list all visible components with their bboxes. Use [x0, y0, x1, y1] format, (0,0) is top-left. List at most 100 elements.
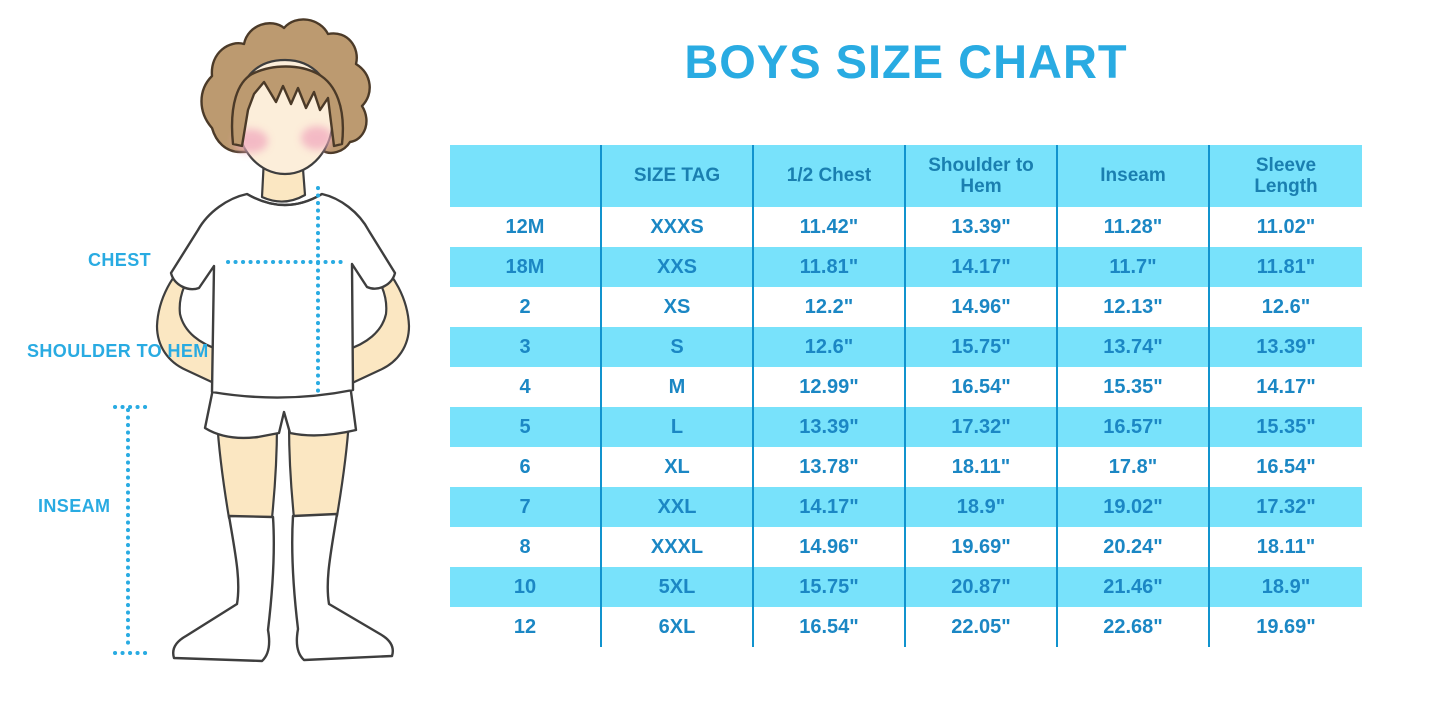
header-cell-half-chest: 1/2 Chest	[754, 145, 906, 207]
cell-shoulder-to-hem: 22.05"	[906, 607, 1058, 647]
cell-size: 3	[450, 327, 602, 367]
cell-size: 8	[450, 527, 602, 567]
cell-size: 4	[450, 367, 602, 407]
table-row: 7 XXL 14.17" 18.9" 19.02" 17.32"	[450, 487, 1362, 527]
cell-sleeve-length: 17.32"	[1256, 495, 1316, 518]
table-row: 6 XL 13.78" 18.11" 17.8" 16.54"	[450, 447, 1362, 487]
cell-size-tag: S	[602, 327, 754, 367]
table-row: 18M XXS 11.81" 14.17" 11.7" 11.81"	[450, 247, 1362, 287]
cell-size-tag: XXXL	[602, 527, 754, 567]
cell-size: 6	[450, 447, 602, 487]
cell-size-tag: L	[602, 407, 754, 447]
cell-inseam: 13.74"	[1058, 327, 1210, 367]
table-row: 3 S 12.6" 15.75" 13.74" 13.39"	[450, 327, 1362, 367]
cell-sleeve-length: 13.39"	[1256, 335, 1316, 358]
cell-shoulder-to-hem: 15.75"	[906, 327, 1058, 367]
cell-size: 18M	[450, 247, 602, 287]
header-cell-inseam: Inseam	[1058, 145, 1210, 207]
cell-inseam: 12.13"	[1058, 287, 1210, 327]
cell-sleeve-length: 15.35"	[1256, 415, 1316, 438]
cell-inseam: 22.68"	[1058, 607, 1210, 647]
cell-half-chest: 14.17"	[754, 487, 906, 527]
boy-right-arm	[344, 256, 411, 386]
cell-size: 2	[450, 287, 602, 327]
size-table: SIZE TAG 1/2 Chest Shoulder to Hem Insea…	[450, 145, 1362, 647]
header-cell-size	[450, 145, 602, 207]
cell-size: 12M	[450, 207, 602, 247]
header-cell-sleeve-length: Sleeve Length	[1254, 154, 1318, 197]
cell-half-chest: 12.99"	[754, 367, 906, 407]
cell-inseam: 21.46"	[1058, 567, 1210, 607]
boy-left-arm	[155, 256, 222, 386]
cell-shoulder-to-hem: 14.17"	[906, 247, 1058, 287]
table-row: 5 L 13.39" 17.32" 16.57" 15.35"	[450, 407, 1362, 447]
cell-half-chest: 13.78"	[754, 447, 906, 487]
cell-shoulder-to-hem: 13.39"	[906, 207, 1058, 247]
cell-sleeve-length: 12.6"	[1261, 295, 1311, 318]
cell-size-tag: M	[602, 367, 754, 407]
cell-size-tag: 5XL	[602, 567, 754, 607]
cell-shoulder-to-hem: 18.9"	[906, 487, 1058, 527]
boy-tshirt	[169, 192, 397, 399]
cell-half-chest: 11.81"	[754, 247, 906, 287]
cell-sleeve-length: 11.02"	[1256, 215, 1316, 238]
cell-sleeve-length: 11.81"	[1256, 255, 1316, 278]
cell-size-tag: XS	[602, 287, 754, 327]
cell-sleeve-length: 18.9"	[1261, 575, 1311, 598]
cell-shoulder-to-hem: 14.96"	[906, 287, 1058, 327]
cell-size: 10	[450, 567, 602, 607]
header-cell-shoulder-to-hem: Shoulder to Hem	[906, 145, 1058, 207]
label-inseam: INSEAM	[38, 496, 111, 516]
table-row: 10 5XL 15.75" 20.87" 21.46" 18.9"	[450, 567, 1362, 607]
cell-size-tag: XXXS	[602, 207, 754, 247]
table-row: 12M XXXS 11.42" 13.39" 11.28" 11.02"	[450, 207, 1362, 247]
cell-half-chest: 14.96"	[754, 527, 906, 567]
cell-sleeve-length: 16.54"	[1256, 455, 1316, 478]
cell-half-chest: 12.2"	[754, 287, 906, 327]
cell-half-chest: 11.42"	[754, 207, 906, 247]
cell-size-tag: XL	[602, 447, 754, 487]
cell-inseam: 11.7"	[1058, 247, 1210, 287]
header-cell-size-tag: SIZE TAG	[602, 145, 754, 207]
cell-inseam: 15.35"	[1058, 367, 1210, 407]
cell-shoulder-to-hem: 18.11"	[906, 447, 1058, 487]
boy-right-cheek	[301, 126, 333, 150]
cell-inseam: 17.8"	[1058, 447, 1210, 487]
cell-inseam: 19.02"	[1058, 487, 1210, 527]
page-title: BOYS SIZE CHART	[684, 35, 1128, 88]
cell-inseam: 16.57"	[1058, 407, 1210, 447]
label-shoulder-to-hem: SHOULDER TO HEM	[27, 341, 209, 361]
table-row: 12 6XL 16.54" 22.05" 22.68" 19.69"	[450, 607, 1362, 647]
table-row: 2 XS 12.2" 14.96" 12.13" 12.6"	[450, 287, 1362, 327]
boy-hair-fringe	[230, 65, 344, 148]
cell-half-chest: 12.6"	[754, 327, 906, 367]
size-table-body: 12M XXXS 11.42" 13.39" 11.28" 11.02" 18M…	[450, 207, 1362, 647]
boy-right-sock	[291, 512, 394, 662]
cell-inseam: 20.24"	[1058, 527, 1210, 567]
cell-size: 12	[450, 607, 602, 647]
boy-left-sock	[172, 514, 275, 663]
cell-size-tag: 6XL	[602, 607, 754, 647]
cell-sleeve-length: 14.17"	[1256, 375, 1316, 398]
cell-sleeve-length: 19.69"	[1256, 615, 1316, 638]
cell-shoulder-to-hem: 16.54"	[906, 367, 1058, 407]
cell-size: 7	[450, 487, 602, 527]
cell-half-chest: 13.39"	[754, 407, 906, 447]
cell-shoulder-to-hem: 19.69"	[906, 527, 1058, 567]
cell-sleeve-length: 18.11"	[1256, 535, 1316, 558]
cell-shoulder-to-hem: 20.87"	[906, 567, 1058, 607]
size-table-header-row: SIZE TAG 1/2 Chest Shoulder to Hem Insea…	[450, 145, 1362, 207]
cell-size: 5	[450, 407, 602, 447]
cell-half-chest: 15.75"	[754, 567, 906, 607]
cell-shoulder-to-hem: 17.32"	[906, 407, 1058, 447]
table-row: 8 XXXL 14.96" 19.69" 20.24" 18.11"	[450, 527, 1362, 567]
table-row: 4 M 12.99" 16.54" 15.35" 14.17"	[450, 367, 1362, 407]
label-chest: CHEST	[88, 250, 152, 270]
boy-measurement-illustration	[113, 18, 411, 663]
cell-size-tag: XXL	[602, 487, 754, 527]
boy-collar	[246, 193, 323, 207]
cell-size-tag: XXS	[602, 247, 754, 287]
cell-half-chest: 16.54"	[754, 607, 906, 647]
cell-inseam: 11.28"	[1058, 207, 1210, 247]
